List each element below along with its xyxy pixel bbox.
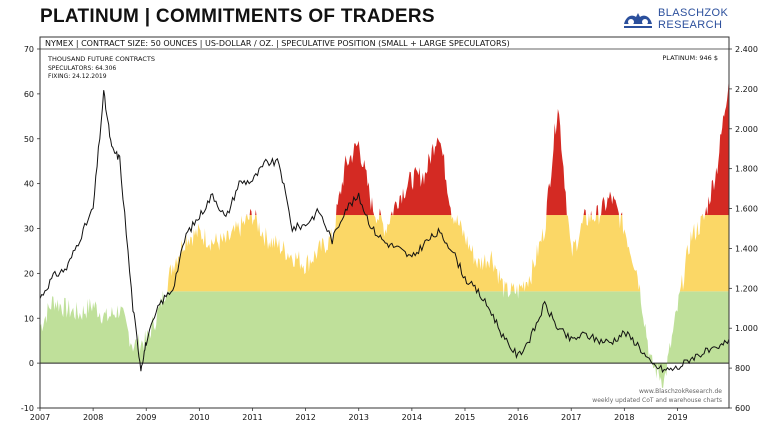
right-tick-label: 1.200 [735, 284, 758, 293]
right-tick-label: 1.400 [735, 244, 758, 253]
right-tick-label: 2.400 [735, 45, 758, 54]
left-tick-label: 20 [24, 269, 34, 278]
x-tick-label: 2018 [614, 413, 634, 422]
left-tick-label: 10 [24, 314, 34, 323]
right-tick-label: 1.000 [735, 324, 758, 333]
yellow-zone [40, 215, 729, 292]
left-tick-label: 50 [24, 135, 34, 144]
x-tick-label: 2011 [242, 413, 262, 422]
subtitle: NYMEX | CONTRACT SIZE: 50 OUNCES | US-DO… [45, 39, 510, 48]
left-axis: -10 0 10 20 30 40 50 60 70 [21, 45, 40, 413]
plot-frame [39, 36, 730, 409]
left-tick-label: 60 [24, 90, 34, 99]
left-tick-label: 70 [24, 45, 34, 54]
x-tick-label: 2009 [136, 413, 156, 422]
left-tick-label: 0 [29, 359, 34, 368]
x-tick-label: 2007 [30, 413, 50, 422]
right-tick-label: 2.000 [735, 125, 758, 134]
x-tick-label: 2016 [508, 413, 528, 422]
right-tick-label: 600 [735, 404, 750, 413]
logo-line-1: BLASCHZOK [658, 7, 729, 19]
page-title: PLATINUM | COMMITMENTS OF TRADERS [40, 6, 435, 27]
x-tick-label: 2014 [402, 413, 422, 422]
left-tick-label: -10 [21, 404, 34, 413]
x-tick-label: 2010 [189, 413, 209, 422]
red-zone [40, 75, 729, 216]
green-zone [40, 291, 729, 389]
left-tick-label: 30 [24, 225, 34, 234]
bull-bear-icon [624, 13, 652, 28]
x-tick-label: 2013 [349, 413, 369, 422]
right-tick-label: 1.800 [735, 165, 758, 174]
unit-label: THOUSAND FUTURE CONTRACTS [47, 55, 155, 63]
footer-line-1: www.BlaschzokResearch.de [639, 388, 722, 395]
left-tick-label: 40 [24, 180, 34, 189]
x-axis: 2007 2008 2009 2010 2011 2012 2013 2014 2015 2016… [30, 408, 688, 422]
x-tick-label: 2015 [455, 413, 475, 422]
right-axis: 600 800 1.000 1.200 1.400 1.600 1.800 2.000 2.20… [729, 45, 758, 413]
brand-logo: BLASCHZOK RESEARCH [622, 6, 742, 32]
right-tick-label: 2.200 [735, 85, 758, 94]
right-tick-label: 800 [735, 364, 750, 373]
platinum-label: PLATINUM: 946 $ [662, 54, 718, 62]
price-line [39, 90, 730, 374]
x-tick-label: 2012 [295, 413, 315, 422]
x-tick-label: 2008 [83, 413, 103, 422]
right-tick-label: 1.600 [735, 205, 758, 214]
x-tick-label: 2017 [561, 413, 581, 422]
fixing-label: FIXING: 24.12.2019 [48, 73, 107, 80]
x-tick-label: 2019 [667, 413, 687, 422]
logo-line-2: RESEARCH [658, 19, 723, 31]
footer-line-2: weekly updated CoT and warehouse charts [592, 397, 722, 404]
speculators-label: SPECULATORS: 64.306 [48, 65, 116, 72]
